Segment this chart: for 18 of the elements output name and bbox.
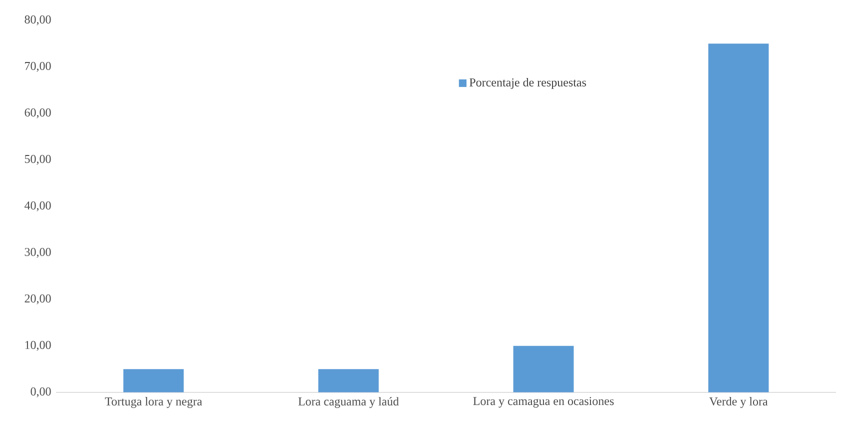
y-tick-label: 0,00: [30, 387, 51, 398]
bar: [123, 369, 184, 392]
y-tick-label: 20,00: [24, 294, 51, 304]
y-tick-label: 40,00: [24, 201, 51, 212]
x-tick-label: Verde y lora: [709, 397, 768, 408]
bar: [708, 44, 769, 392]
y-tick-label: 30,00: [24, 248, 51, 258]
bar: [513, 346, 574, 392]
y-tick-label: 10,00: [25, 340, 51, 351]
x-tick-label: Lora caguama y laúd: [298, 397, 399, 408]
y-tick-label: 80,00: [24, 15, 51, 26]
y-tick-label: 60,00: [24, 108, 51, 118]
legend-label: Porcentaje de respuestas: [470, 78, 586, 89]
bar: [318, 369, 379, 392]
x-tick-label: Tortuga lora y negra: [104, 397, 202, 408]
x-tick-label: Lora y camagua en ocasiones: [473, 397, 614, 408]
y-tick-label: 70,00: [25, 62, 51, 72]
y-tick-label: 50,00: [24, 154, 51, 165]
